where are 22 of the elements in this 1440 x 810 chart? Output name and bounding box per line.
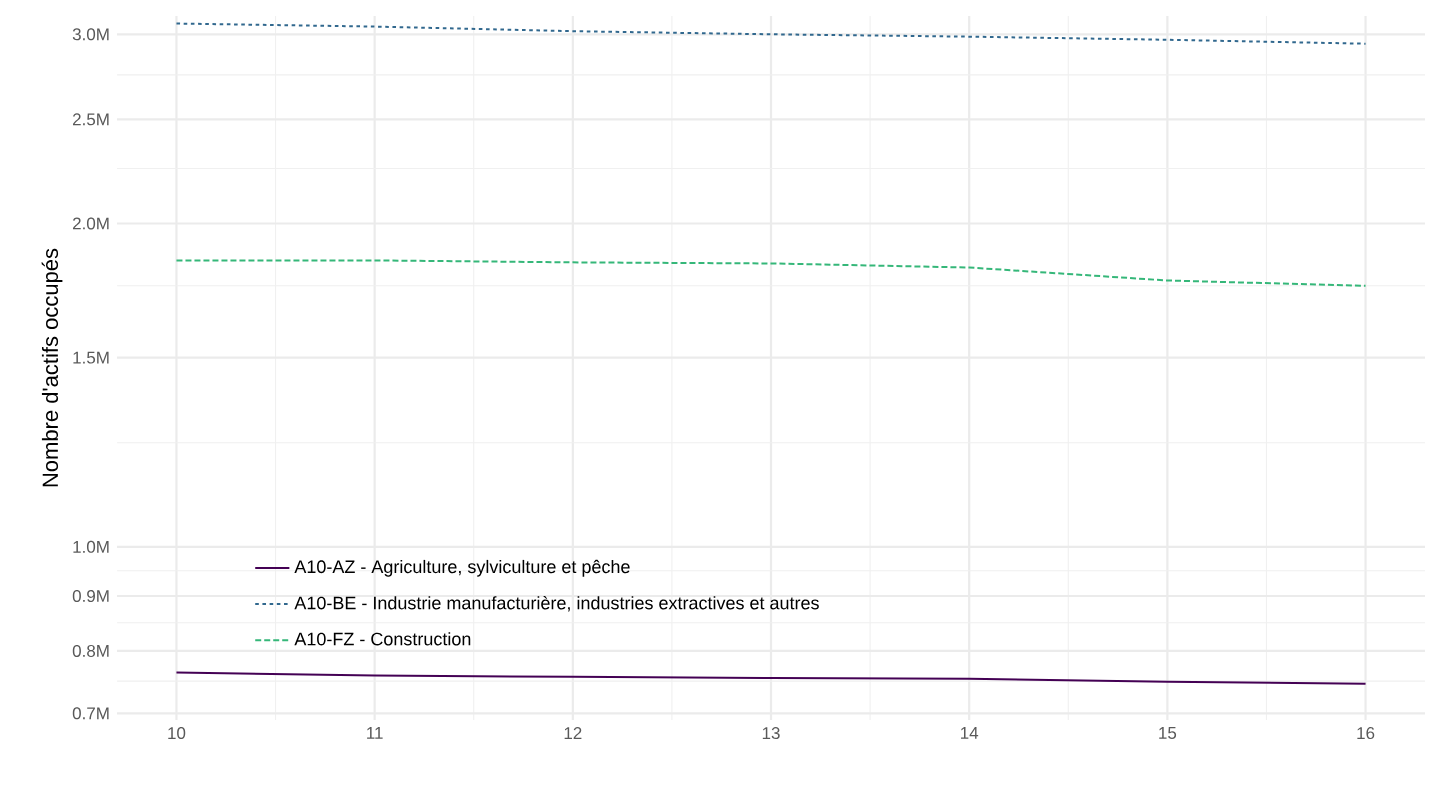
x-tick-label: 14	[961, 727, 979, 739]
x-tick-label: 12	[564, 727, 582, 739]
x-tick-label: 13	[762, 727, 780, 740]
y-axis-title: Nombre d'actifs occupés	[41, 248, 63, 487]
y-tick-label: 1.5M	[73, 351, 109, 364]
legend-label: A10-BE - Industrie manufacturière, industries extractives et autres	[294, 595, 819, 612]
x-tick-label: 11	[367, 727, 383, 739]
legend-label: A10-FZ - Construction	[294, 632, 471, 646]
y-tick-label: 0.9M	[72, 590, 109, 603]
x-tick-label: 16	[1357, 727, 1375, 740]
y-tick-label: 3.0M	[72, 28, 109, 41]
line-series	[175, 22, 1367, 45]
legend-label: A10-AZ - Agriculture, sylviculture et pêche	[294, 559, 630, 577]
y-tick-label: 0.8M	[72, 644, 109, 657]
y-tick-label: 2.0M	[72, 217, 109, 230]
y-tick-label: 2.5M	[72, 113, 109, 126]
x-tick-label: 10	[168, 727, 186, 740]
line-series	[175, 259, 1367, 287]
line-series	[175, 671, 1367, 685]
x-tick-label: 15	[1159, 727, 1177, 739]
y-tick-label: 0.7M	[72, 707, 109, 720]
y-tick-label: 1.0M	[73, 540, 109, 553]
